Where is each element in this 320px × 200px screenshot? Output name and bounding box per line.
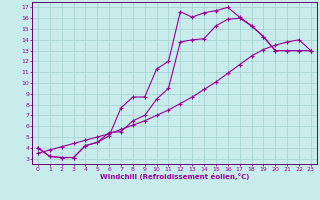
X-axis label: Windchill (Refroidissement éolien,°C): Windchill (Refroidissement éolien,°C) [100,173,249,180]
